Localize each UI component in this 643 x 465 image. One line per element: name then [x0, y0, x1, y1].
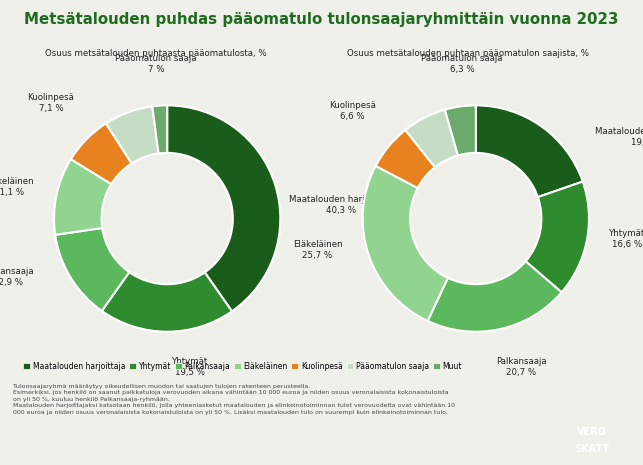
Wedge shape: [167, 106, 280, 312]
Text: Osuus metsätalouden puhtaasta pääomatulosta, %: Osuus metsätalouden puhtaasta pääomatulo…: [45, 49, 267, 58]
Text: Eläkeläinen
11,1 %: Eläkeläinen 11,1 %: [0, 177, 33, 197]
Text: Tulonsaajaryhmä määräytyy oikeudellisen muodon tai saatujen tulojen rakenteen pe: Tulonsaajaryhmä määräytyy oikeudellisen …: [13, 384, 455, 415]
Text: Osuus metsätalouden puhtaan pääomatulon saajista, %: Osuus metsätalouden puhtaan pääomatulon …: [347, 49, 589, 58]
Text: Kuolinpesä
6,6 %: Kuolinpesä 6,6 %: [329, 101, 376, 121]
Text: Yhtymät
16,6 %: Yhtymät 16,6 %: [610, 229, 643, 249]
Text: VERO: VERO: [577, 427, 606, 438]
Text: Eläkeläinen
25,7 %: Eläkeläinen 25,7 %: [293, 240, 342, 260]
Text: SKATT: SKATT: [574, 444, 609, 454]
Text: Yhtymät
19,5 %: Yhtymät 19,5 %: [172, 357, 208, 377]
Wedge shape: [405, 110, 458, 167]
Wedge shape: [106, 106, 159, 163]
Wedge shape: [54, 159, 111, 235]
Text: Palkansaaja
20,7 %: Palkansaaja 20,7 %: [496, 357, 547, 377]
Wedge shape: [71, 123, 132, 184]
Wedge shape: [152, 106, 167, 153]
Wedge shape: [376, 130, 435, 188]
Text: Pääomatulon saaja
6,3 %: Pääomatulon saaja 6,3 %: [422, 53, 503, 73]
Text: Kuolinpesä
7,1 %: Kuolinpesä 7,1 %: [28, 93, 75, 113]
Text: Pääomatulon saaja
7 %: Pääomatulon saaja 7 %: [115, 53, 197, 73]
Wedge shape: [428, 261, 561, 332]
Wedge shape: [476, 106, 583, 197]
Wedge shape: [55, 228, 129, 311]
Text: Maatalouden harjoittaja
19,7 %: Maatalouden harjoittaja 19,7 %: [595, 127, 643, 147]
Wedge shape: [445, 106, 476, 155]
Wedge shape: [363, 166, 448, 321]
Text: Maatalouden harjoittaja
40,3 %: Maatalouden harjoittaja 40,3 %: [289, 195, 392, 215]
Wedge shape: [525, 181, 589, 292]
Text: Metsätalouden puhdas pääomatulo tulonsaajaryhmittäin vuonna 2023: Metsätalouden puhdas pääomatulo tulonsaa…: [24, 12, 619, 27]
Text: Palkansaaja
12,9 %: Palkansaaja 12,9 %: [0, 267, 33, 287]
Legend: Maatalouden harjoittaja, Yhtymät, Palkansaaja, Eläkeläinen, Kuolinpesä, Pääomatu: Maatalouden harjoittaja, Yhtymät, Palkan…: [23, 361, 462, 371]
Wedge shape: [102, 272, 232, 332]
